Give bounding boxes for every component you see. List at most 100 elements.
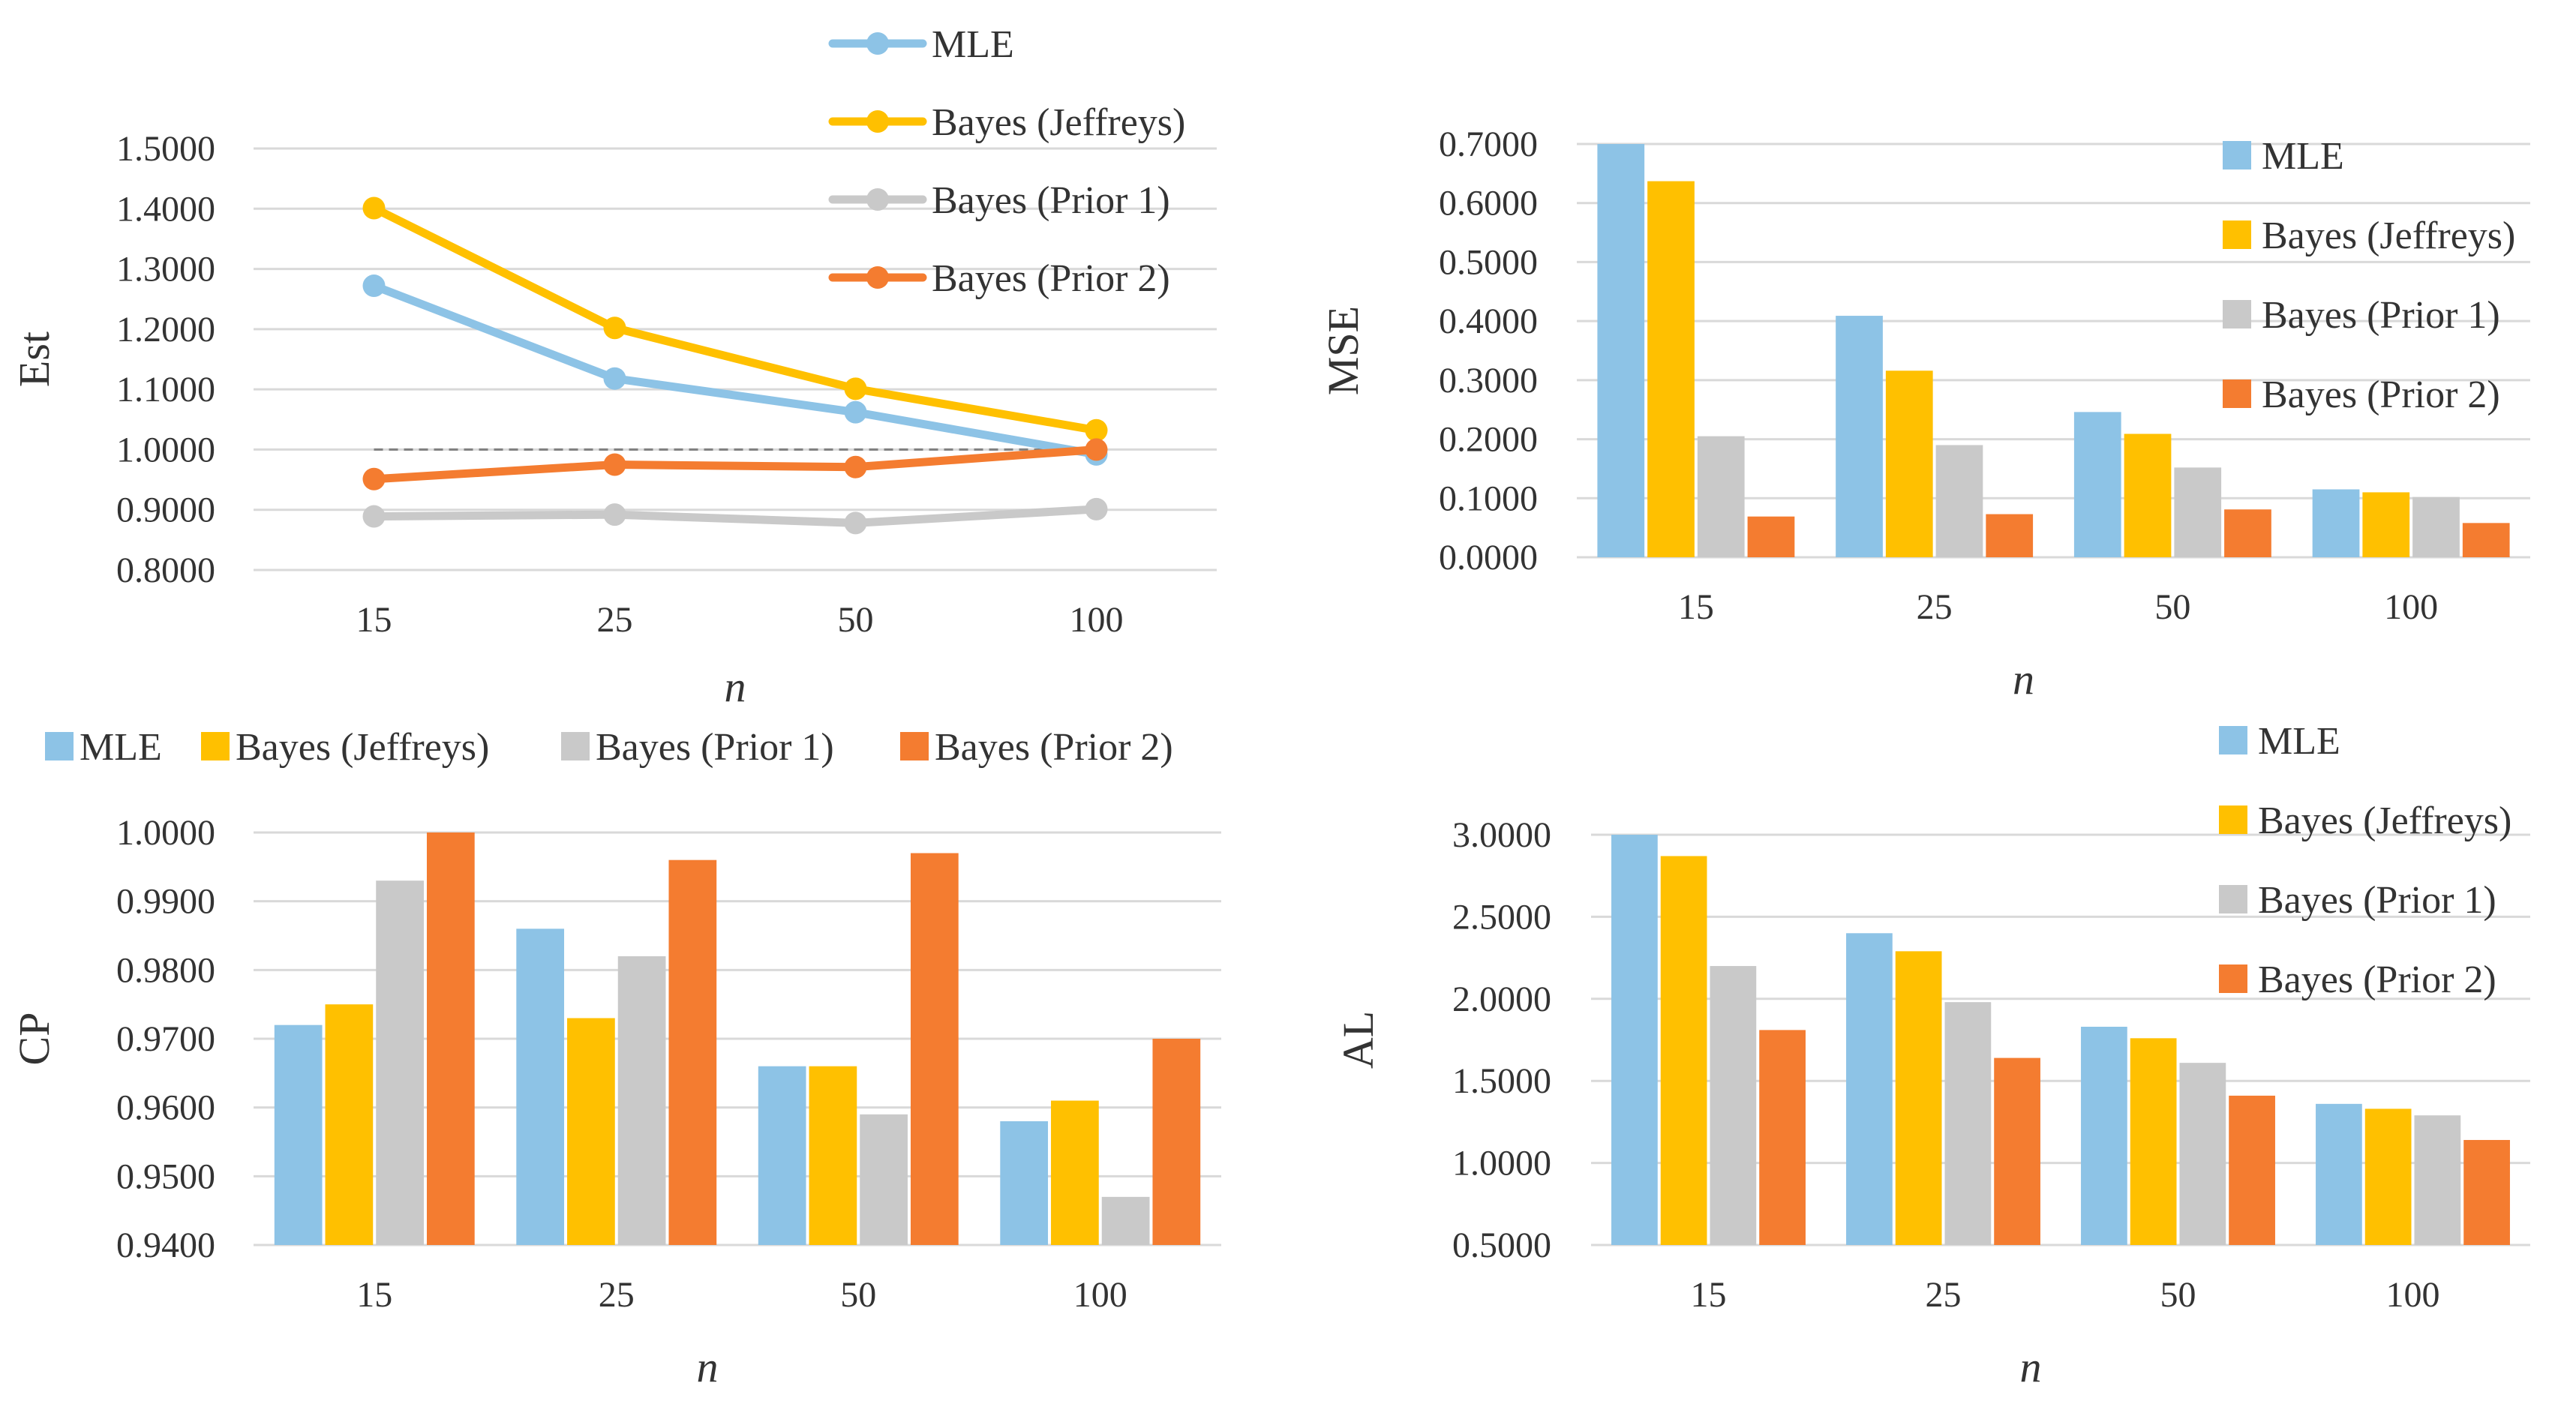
- est-line-bayes-prior-1: [370, 505, 1100, 527]
- est-point-bayes-prior-2-15: [362, 467, 386, 490]
- est-y-tick-label: 1.0000: [116, 430, 215, 470]
- al-y-tick-label: 0.5000: [1452, 1226, 1551, 1265]
- mse-y-tick-label: 0.3000: [1439, 361, 1538, 400]
- est-point-bayes-prior-2-100: [1085, 438, 1108, 461]
- al-bar-bayes-prior-2-50: [2229, 1095, 2275, 1245]
- cp-x-tick-label: 50: [840, 1275, 876, 1315]
- al-bar-bayes-prior-2-15: [1759, 1030, 1806, 1245]
- cp-y-tick-label: 0.9900: [116, 882, 215, 922]
- est-legend-marker: [866, 266, 889, 289]
- al-bar-bayes-prior-1-25: [1944, 1002, 1992, 1245]
- mse-bar-bayes-jeffreys-100: [2362, 492, 2410, 557]
- est-legend-label: Bayes (Prior 2): [932, 257, 1170, 300]
- al-y-tick-label: 3.0000: [1452, 815, 1551, 855]
- est-y-axis-title: Est: [10, 332, 59, 387]
- mse-y-axis-title: MSE: [1319, 306, 1368, 395]
- mse-x-tick-label: 15: [1678, 587, 1714, 627]
- est-point-bayes-jeffreys-15: [362, 196, 386, 220]
- al-legend-swatch: [2219, 964, 2247, 993]
- al-legend-label: MLE: [2258, 720, 2340, 763]
- al-legend-swatch: [2219, 885, 2247, 914]
- mse-x-axis-title: n: [2013, 655, 2034, 704]
- cp-legend-label: Bayes (Prior 2): [935, 726, 1173, 769]
- est-y-tick-label: 1.2000: [116, 310, 215, 350]
- est-y-tick-label: 1.4000: [116, 189, 215, 229]
- est-x-axis-title: n: [725, 662, 746, 711]
- est-legend-label: Bayes (Jeffreys): [932, 101, 1185, 144]
- cp-x-tick-label: 25: [599, 1275, 635, 1315]
- cp-y-tick-label: 0.9800: [116, 950, 215, 990]
- est-legend-label: Bayes (Prior 1): [932, 179, 1170, 222]
- est-point-bayes-prior-1-50: [844, 512, 867, 535]
- al-bar-mle-50: [2081, 1026, 2127, 1245]
- est-point-bayes-jeffreys-25: [603, 316, 626, 340]
- est-point-mle-25: [603, 367, 626, 390]
- mse-legend-label: MLE: [2262, 135, 2344, 178]
- al-legend-label: Bayes (Prior 1): [2258, 879, 2496, 922]
- est-point-bayes-jeffreys-100: [1085, 418, 1108, 442]
- est-line-bayes-prior-2: [370, 445, 1100, 484]
- mse-bar-chart: 0.0000 0.1000 0.2000 0.3000 0.4000 0.5000 0.60…: [1319, 124, 2530, 704]
- est-line-chart: 0.8000 0.9000 1.0000 1.1000 1.2000 1.3000 1.40…: [10, 23, 1217, 711]
- al-bar-chart: 0.5000 1.0000 1.5000 2.0000 2.5000 3.0000 15 25…: [1334, 720, 2530, 1391]
- est-x-tick-label: 25: [597, 600, 633, 640]
- mse-y-tick-label: 0.1000: [1439, 478, 1538, 518]
- al-y-tick-label: 1.0000: [1452, 1144, 1551, 1184]
- cp-bar-bayes-jeffreys-15: [325, 1004, 374, 1245]
- cp-y-tick-label: 0.9500: [116, 1156, 215, 1196]
- al-bar-bayes-prior-1-100: [2414, 1115, 2461, 1245]
- cp-legend-label: Bayes (Jeffreys): [236, 726, 489, 769]
- est-line-mle: [370, 281, 1100, 459]
- al-bar-mle-15: [1611, 835, 1658, 1245]
- cp-legend-swatch: [900, 732, 929, 760]
- mse-bar-bayes-prior-2-15: [1747, 516, 1795, 557]
- est-legend-label: MLE: [932, 23, 1014, 66]
- al-y-tick-label: 1.5000: [1452, 1061, 1551, 1101]
- al-bar-bayes-jeffreys-25: [1895, 951, 1942, 1245]
- cp-bar-bayes-prior-1-100: [1101, 1196, 1150, 1245]
- mse-y-tick-label: 0.0000: [1439, 538, 1538, 578]
- est-x-tick-label: 100: [1070, 600, 1124, 640]
- al-x-tick-label: 15: [1691, 1275, 1727, 1315]
- cp-bar-bayes-prior-2-100: [1152, 1039, 1201, 1245]
- cp-bar-bayes-jeffreys-25: [567, 1018, 615, 1245]
- al-bar-mle-100: [2316, 1103, 2362, 1245]
- al-legend-label: Bayes (Jeffreys): [2258, 800, 2511, 842]
- mse-x-tick-label: 100: [2384, 587, 2438, 627]
- est-point-mle-15: [362, 274, 386, 298]
- al-legend-label: Bayes (Prior 2): [2258, 958, 2496, 1001]
- cp-x-tick-label: 15: [356, 1275, 392, 1315]
- cp-bar-mle-15: [274, 1024, 323, 1245]
- al-legend: MLE Bayes (Jeffreys) Bayes (Prior 1) Bayes …: [2219, 720, 2511, 1001]
- mse-legend-swatch: [2223, 220, 2251, 249]
- est-legend-marker: [866, 32, 889, 55]
- al-bar-bayes-prior-2-25: [1994, 1058, 2040, 1245]
- al-legend-swatch: [2219, 806, 2247, 834]
- cp-y-tick-label: 0.9600: [116, 1088, 215, 1128]
- al-x-axis-title: n: [2020, 1342, 2042, 1391]
- est-y-tick-label: 0.9000: [116, 490, 215, 530]
- al-y-axis-title: AL: [1334, 1011, 1383, 1069]
- mse-legend-swatch: [2223, 141, 2251, 170]
- cp-legend-label: Bayes (Prior 1): [596, 726, 834, 769]
- cp-bar-bayes-prior-1-50: [860, 1114, 908, 1245]
- cp-y-tick-label: 1.0000: [116, 813, 215, 853]
- est-y-tick-label: 0.8000: [116, 550, 215, 590]
- mse-x-tick-label: 25: [1917, 587, 1953, 627]
- est-y-tick-label: 1.1000: [116, 370, 215, 410]
- cp-bar-mle-50: [758, 1066, 806, 1245]
- al-x-tick-label: 25: [1926, 1275, 1962, 1315]
- mse-y-tick-label: 0.2000: [1439, 420, 1538, 460]
- al-bar-bayes-jeffreys-50: [2130, 1038, 2177, 1245]
- cp-bar-bayes-prior-1-15: [376, 880, 424, 1245]
- cp-bar-bayes-prior-1-25: [617, 956, 666, 1245]
- mse-bar-bayes-prior-2-100: [2462, 523, 2510, 557]
- est-point-bayes-jeffreys-50: [844, 377, 867, 400]
- mse-bar-bayes-prior-1-15: [1697, 436, 1745, 557]
- mse-y-tick-label: 0.4000: [1439, 302, 1538, 341]
- est-legend-marker: [866, 110, 889, 133]
- est-point-bayes-prior-1-15: [362, 505, 386, 528]
- cp-legend-label: MLE: [80, 726, 162, 769]
- cp-bar-mle-100: [1000, 1121, 1049, 1245]
- est-legend-marker: [866, 188, 889, 211]
